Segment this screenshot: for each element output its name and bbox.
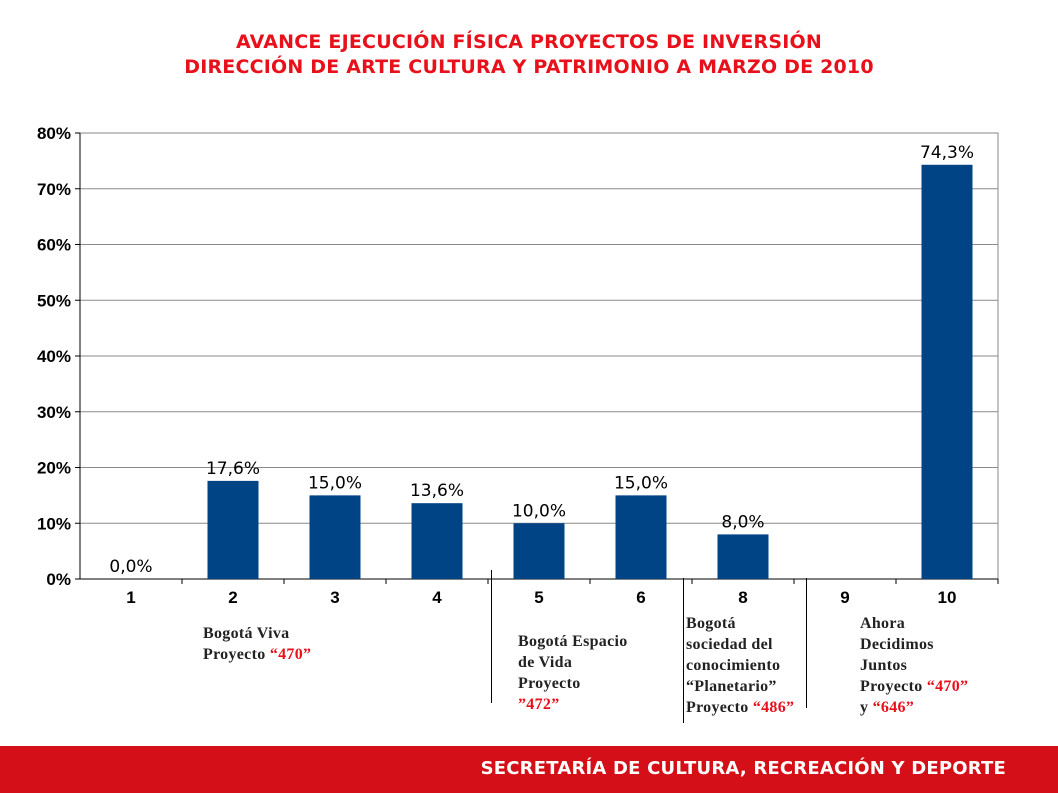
y-tick-label: 10% <box>37 514 71 533</box>
annotation-text: Proyecto <box>686 699 753 716</box>
annotation-text: “Planetario” <box>686 678 777 695</box>
footer-text: SECRETARÍA DE CULTURA, RECREACIÓN Y DEPO… <box>480 758 1006 779</box>
group-separator <box>683 578 684 723</box>
bar <box>717 534 769 579</box>
x-tick-label: 4 <box>432 588 442 607</box>
y-tick-label: 70% <box>37 180 71 199</box>
data-label: 8,0% <box>721 512 764 532</box>
annotation-bogota-viva: Bogotá Viva Proyecto “470” <box>203 623 311 665</box>
project-code: ”472” <box>518 696 560 713</box>
bar <box>207 480 259 579</box>
annotation-text: y <box>860 699 873 716</box>
y-tick-label: 0% <box>46 570 71 589</box>
project-code: “486” <box>752 699 795 716</box>
bar <box>309 495 361 579</box>
project-code: “646” <box>872 699 915 716</box>
group-separator <box>806 578 807 708</box>
annotation-text: Decidimos <box>860 636 934 653</box>
x-tick-label: 8 <box>738 588 747 607</box>
annotation-text: de Vida <box>518 654 573 671</box>
x-tick-label: 9 <box>840 588 849 607</box>
chart-title: AVANCE EJECUCIÓN FÍSICA PROYECTOS DE INV… <box>0 30 1058 80</box>
annotation-text: Bogotá Viva <box>203 625 290 642</box>
y-tick-label: 60% <box>37 236 71 255</box>
y-tick-label: 30% <box>37 403 71 422</box>
y-tick-label: 40% <box>37 347 71 366</box>
data-label: 17,6% <box>206 459 260 479</box>
annotation-text: Proyecto <box>860 678 927 695</box>
y-tick-label: 80% <box>37 124 71 143</box>
bar-chart: 0%10%20%30%40%50%60%70%80%10,0%217,6%315… <box>37 124 999 607</box>
bar <box>921 164 973 579</box>
data-label: 10,0% <box>512 501 566 521</box>
annotation-text: conocimiento <box>686 657 781 674</box>
annotation-text: Ahora <box>860 615 906 632</box>
x-tick-label: 1 <box>126 588 135 607</box>
data-label: 74,3% <box>920 143 974 163</box>
annotation-ahora-decidimos-juntos: Ahora Decidimos Juntos Proyecto “470” y … <box>860 613 968 718</box>
annotation-text: Bogotá Espacio <box>518 633 628 650</box>
annotation-text: Juntos <box>860 657 908 674</box>
annotation-text: Proyecto <box>518 675 581 692</box>
chart-title-line-2: DIRECCIÓN DE ARTE CULTURA Y PATRIMONIO A… <box>184 56 874 78</box>
data-label: 15,0% <box>614 473 668 493</box>
x-tick-label: 10 <box>938 588 957 607</box>
data-label: 13,6% <box>410 481 464 501</box>
data-label: 15,0% <box>308 473 362 493</box>
group-separator <box>491 570 492 703</box>
annotation-text: Bogotá <box>686 615 736 632</box>
annotation-text: sociedad del <box>686 636 773 653</box>
x-tick-label: 5 <box>534 588 543 607</box>
annotation-bogota-espacio-de-vida: Bogotá Espacio de Vida Proyecto ”472” <box>518 631 628 715</box>
annotation-bogota-sociedad-del-conocimiento: Bogotá sociedad del conocimiento “Planet… <box>686 613 794 718</box>
x-tick-label: 6 <box>636 588 645 607</box>
chart-title-line-1: AVANCE EJECUCIÓN FÍSICA PROYECTOS DE INV… <box>236 31 822 53</box>
x-tick-label: 3 <box>330 588 339 607</box>
bar <box>513 523 565 579</box>
project-code: “470” <box>269 646 312 663</box>
bar <box>411 503 463 579</box>
footer-bar: SECRETARÍA DE CULTURA, RECREACIÓN Y DEPO… <box>0 746 1058 793</box>
bar <box>615 495 667 579</box>
project-code: “470” <box>926 678 969 695</box>
y-tick-label: 20% <box>37 459 71 478</box>
annotation-text: Proyecto <box>203 646 270 663</box>
x-tick-label: 2 <box>228 588 237 607</box>
data-label: 0,0% <box>109 557 152 577</box>
y-tick-label: 50% <box>37 291 71 310</box>
